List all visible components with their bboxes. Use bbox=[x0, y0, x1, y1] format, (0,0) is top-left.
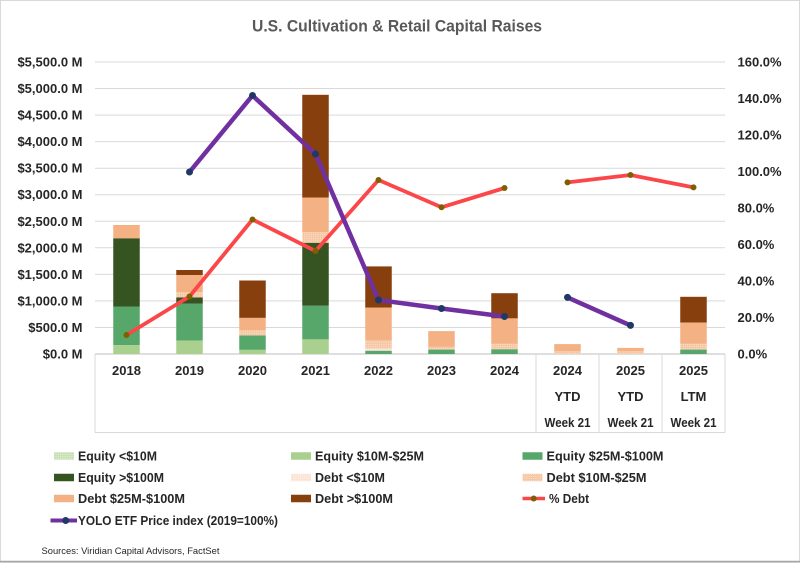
svg-text:% Debt: % Debt bbox=[549, 491, 590, 506]
svg-text:2021: 2021 bbox=[301, 363, 330, 378]
svg-text:$2,000.0 M: $2,000.0 M bbox=[17, 240, 82, 255]
svg-text:2025: 2025 bbox=[679, 363, 708, 378]
svg-text:$5,000.0 M: $5,000.0 M bbox=[17, 81, 82, 96]
svg-text:2022: 2022 bbox=[364, 363, 393, 378]
svg-text:Week 21: Week 21 bbox=[671, 415, 717, 430]
svg-text:160.0%: 160.0% bbox=[738, 55, 783, 70]
svg-text:Equity $25M-$100M: Equity $25M-$100M bbox=[547, 449, 664, 464]
svg-text:Debt $25M-$100M: Debt $25M-$100M bbox=[78, 491, 185, 506]
svg-text:140.0%: 140.0% bbox=[738, 91, 783, 106]
svg-text:$1,000.0 M: $1,000.0 M bbox=[17, 293, 82, 308]
svg-text:2024: 2024 bbox=[553, 363, 583, 378]
svg-text:Week 21: Week 21 bbox=[608, 415, 654, 430]
svg-text:120.0%: 120.0% bbox=[738, 128, 783, 143]
svg-text:$0.0 M: $0.0 M bbox=[43, 347, 83, 362]
svg-text:Debt <$10M: Debt <$10M bbox=[315, 470, 385, 485]
svg-text:$1,500.0 M: $1,500.0 M bbox=[17, 267, 82, 282]
svg-text:Debt $10M-$25M: Debt $10M-$25M bbox=[547, 470, 647, 485]
svg-text:$3,000.0 M: $3,000.0 M bbox=[17, 187, 82, 202]
svg-text:Week 21: Week 21 bbox=[545, 415, 591, 430]
svg-text:60.0%: 60.0% bbox=[738, 237, 775, 252]
svg-text:LTM: LTM bbox=[681, 389, 707, 404]
svg-text:YOLO ETF Price index (2019=100: YOLO ETF Price index (2019=100%) bbox=[78, 513, 278, 528]
svg-text:$4,500.0 M: $4,500.0 M bbox=[17, 108, 82, 123]
svg-text:2018: 2018 bbox=[112, 363, 141, 378]
svg-text:Sources: Viridian Capital Advi: Sources: Viridian Capital Advisors, Fact… bbox=[42, 546, 220, 557]
svg-text:2023: 2023 bbox=[427, 363, 456, 378]
svg-text:U.S. Cultivation & Retail Capi: U.S. Cultivation & Retail Capital Raises bbox=[252, 18, 542, 36]
svg-text:$3,500.0 M: $3,500.0 M bbox=[17, 161, 82, 176]
svg-text:2019: 2019 bbox=[175, 363, 204, 378]
svg-text:40.0%: 40.0% bbox=[738, 274, 775, 289]
svg-text:2020: 2020 bbox=[238, 363, 267, 378]
svg-text:Equity <$10M: Equity <$10M bbox=[78, 449, 157, 464]
svg-text:YTD: YTD bbox=[555, 389, 581, 404]
svg-text:Debt >$100M: Debt >$100M bbox=[315, 491, 393, 506]
svg-text:YTD: YTD bbox=[618, 389, 644, 404]
svg-text:80.0%: 80.0% bbox=[738, 201, 775, 216]
svg-text:2025: 2025 bbox=[616, 363, 645, 378]
svg-text:Equity $10M-$25M: Equity $10M-$25M bbox=[315, 449, 424, 464]
svg-text:$2,500.0 M: $2,500.0 M bbox=[17, 214, 82, 229]
svg-text:$4,000.0 M: $4,000.0 M bbox=[17, 134, 82, 149]
svg-text:100.0%: 100.0% bbox=[738, 164, 783, 179]
svg-text:0.0%: 0.0% bbox=[738, 347, 768, 362]
svg-text:Equity >$100M: Equity >$100M bbox=[78, 470, 164, 485]
svg-text:20.0%: 20.0% bbox=[738, 310, 775, 325]
svg-text:2024: 2024 bbox=[490, 363, 520, 378]
svg-text:$500.0 M: $500.0 M bbox=[28, 320, 82, 335]
svg-text:$5,500.0 M: $5,500.0 M bbox=[17, 55, 82, 70]
